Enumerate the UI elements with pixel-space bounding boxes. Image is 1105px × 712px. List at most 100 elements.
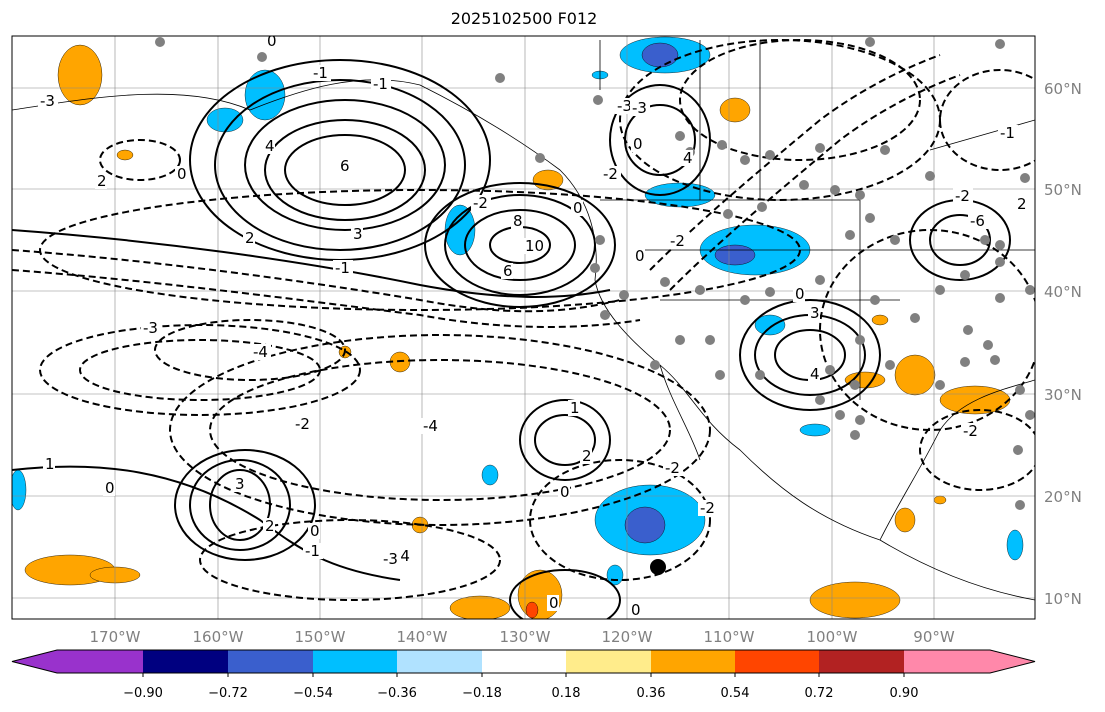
station-dots (155, 37, 1035, 575)
station-dot (1025, 410, 1035, 420)
longitude-tick-label: 120°W (602, 628, 653, 646)
contour-label: -6 (970, 212, 985, 230)
contour-label-bg (523, 238, 543, 254)
contour-label-bg (1015, 196, 1027, 212)
contour-label-bg (233, 476, 245, 492)
contour-dashed (939, 69, 1035, 171)
shaded-region (525, 601, 539, 619)
contour-label-bg (601, 166, 621, 182)
contour-label: -3 (383, 550, 398, 568)
colorbar-tick-label: −0.54 (293, 686, 333, 701)
contour-label-bg (547, 595, 559, 611)
station-dot (995, 293, 1005, 303)
colorbar-outline (11, 649, 1036, 674)
station-dot (983, 340, 993, 350)
contour-label: 0 (631, 601, 641, 619)
longitude-tick-label: 90°W (913, 628, 955, 646)
colorbar-tick-label: −0.36 (377, 686, 417, 701)
station-dot (850, 380, 860, 390)
contour-solid (519, 399, 611, 481)
contour-label: 6 (503, 262, 513, 280)
contour-label-bg (175, 166, 187, 182)
station-dot (935, 380, 945, 390)
contour-label: 4 (810, 365, 820, 383)
contour-dashed (209, 359, 671, 501)
contour-solid (214, 79, 466, 251)
shaded-region (57, 44, 103, 106)
shaded-region (532, 169, 564, 191)
station-dot (590, 263, 600, 273)
latitude-tick-label: 30°N (1044, 386, 1082, 404)
contour-line (649, 54, 941, 271)
shaded-region (754, 314, 786, 336)
contour-label: -4 (253, 343, 268, 361)
station-dot (960, 270, 970, 280)
station-dot (705, 335, 715, 345)
contour-label: 0 (177, 165, 187, 183)
station-dot (990, 355, 1000, 365)
longitude-tick-label: 160°W (193, 628, 244, 646)
contour-label: -3 (632, 99, 647, 117)
coastline (12, 79, 1035, 601)
colorbar-segment (143, 650, 228, 673)
station-dot (755, 370, 765, 380)
shaded-region (449, 595, 511, 619)
contour-label-bg (471, 195, 491, 211)
contour-line (12, 465, 401, 581)
contour-label-bg (371, 76, 391, 92)
contour-label-bg (38, 93, 58, 109)
colorbar-tick-label: 0.54 (721, 686, 750, 701)
contour-label-bg (308, 523, 320, 539)
contour-label-bg (998, 125, 1018, 141)
station-dot (825, 365, 835, 375)
colorbar-tick-label: −0.72 (208, 686, 248, 701)
colorbar-extend-high (904, 650, 1035, 673)
contour-label: -4 (423, 417, 438, 435)
contour-label: -2 (963, 422, 978, 440)
station-dot (855, 190, 865, 200)
station-dot (995, 39, 1005, 49)
contour-dashed (99, 139, 181, 181)
contour-label-bg (141, 320, 161, 336)
contour-solid (209, 469, 271, 541)
station-dot (935, 285, 945, 295)
contour-label-bg (630, 100, 650, 116)
station-dot (850, 430, 860, 440)
shaded-region (719, 97, 751, 123)
contour-label: 2 (97, 172, 107, 190)
latitude-tick-label: 20°N (1044, 488, 1082, 506)
longitude-tick-label: 110°W (704, 628, 755, 646)
shaded-region (799, 423, 831, 437)
colorbar-segment (228, 650, 313, 673)
contour-label: 0 (560, 483, 570, 501)
contour-dashed (529, 459, 711, 581)
contour-label-bg (698, 500, 718, 516)
shaded-region (714, 244, 756, 266)
contour-label-bg (953, 188, 973, 204)
station-dot (1015, 500, 1025, 510)
contour-label: -3 (40, 92, 55, 110)
station-dot (815, 395, 825, 405)
station-dot (740, 155, 750, 165)
shaded-region (244, 69, 286, 121)
contour-label: 1 (570, 399, 580, 417)
contour-label-bg (808, 305, 820, 321)
contour-solid (739, 299, 881, 411)
contour-label-bg (631, 136, 643, 152)
contour-label-bg (333, 260, 353, 276)
shaded-region (624, 506, 666, 544)
station-dot (765, 287, 775, 297)
contour-label: 3 (235, 475, 245, 493)
contour-label: -2 (665, 459, 680, 477)
contour-label-bg (103, 480, 115, 496)
shaded-region (894, 507, 916, 533)
contour-solid (464, 209, 576, 281)
station-dot (155, 37, 165, 47)
colorbar-segment (735, 650, 819, 673)
station-dot (845, 230, 855, 240)
contour-label-bg (511, 213, 523, 229)
contour-dashed (619, 39, 941, 201)
shaded-region (1006, 529, 1024, 561)
shaded-region (206, 107, 244, 133)
